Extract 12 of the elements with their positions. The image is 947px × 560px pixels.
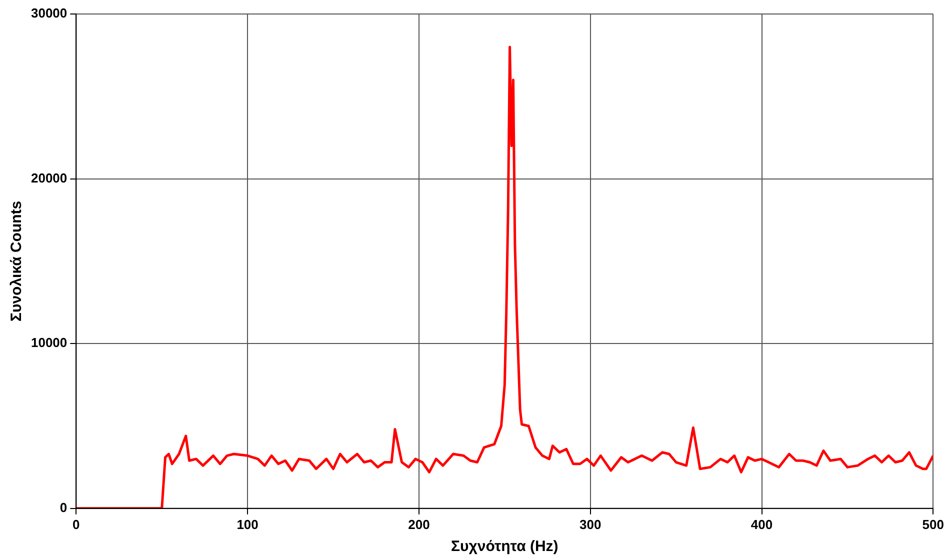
y-tick-label: 30000 <box>30 6 68 21</box>
y-tick-label: 0 <box>60 500 68 515</box>
x-tick-label: 0 <box>72 516 80 532</box>
x-tick-label: 500 <box>922 516 944 532</box>
y-axis-title: Συνολικά Counts <box>8 200 26 322</box>
y-tick-label: 20000 <box>30 170 68 186</box>
x-tick-label: 300 <box>580 516 602 532</box>
y-tick-label: 10000 <box>30 335 68 350</box>
x-tick-label: 200 <box>408 516 430 532</box>
x-axis-title: Συχνότητα (Hz) <box>450 538 558 556</box>
x-tick-label: 100 <box>236 516 258 532</box>
x-tick-label: 400 <box>750 516 773 532</box>
